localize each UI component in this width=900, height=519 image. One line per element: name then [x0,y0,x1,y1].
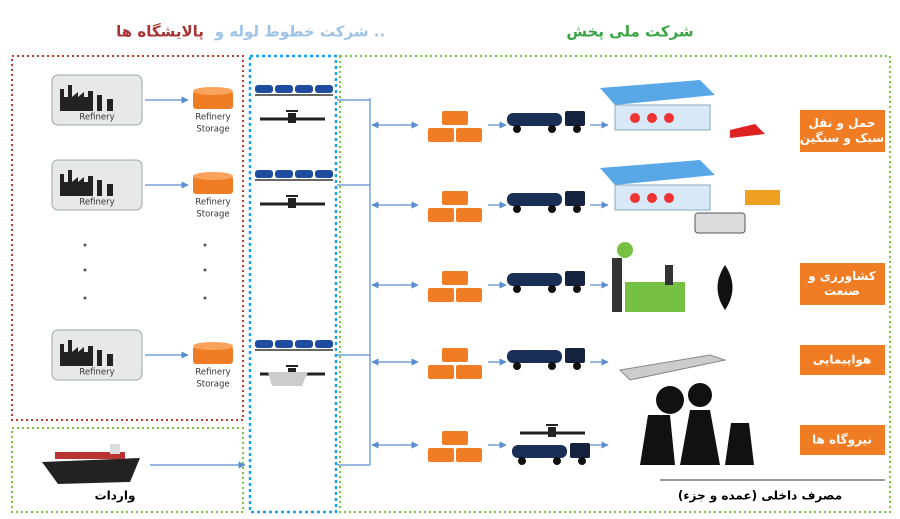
storage-tank [193,87,233,109]
pipeline [518,423,587,439]
crates [428,111,482,142]
sector-box [800,345,885,375]
storage-label: Refinery [195,198,230,208]
refinery-label: Refinery [79,368,114,378]
pipeline [258,194,327,210]
truck [507,191,585,213]
truck [507,111,585,133]
sector-box [800,263,885,305]
pipeline-box [248,54,338,514]
truck [512,443,590,465]
icons [599,79,780,465]
storage-label: Storage [196,210,229,220]
sector-rows [371,111,609,465]
imports-label: واردات [95,489,136,504]
truck [507,348,585,370]
refinery-label: Refinery [79,198,114,208]
imports-box [11,427,244,513]
refinery-label: Refinery [79,113,114,123]
crates [428,348,482,379]
refinery-rows: Refinery Refinery Storage Refinery Refinery S… [51,74,370,390]
storage-tank [193,172,233,194]
truck [507,271,585,293]
storage-label: Refinery [195,368,230,378]
header-distribution: شرکت ملی پخش [566,23,693,42]
dots [83,243,207,300]
sector-label: سبک و سنگین [800,131,884,146]
crates [428,431,482,462]
rail-tankers [254,339,334,351]
rail-tankers [254,169,334,181]
sector-label: نیروگاه ها [812,433,872,448]
crates [428,271,482,302]
sector-box [800,110,885,152]
storage-label: Storage [196,380,229,390]
header-pipelines: شرکت خطوط لوله و .. [214,23,385,41]
crates [428,191,482,222]
distribution-box [339,55,891,513]
header-refineries: پالایشگاه ها [116,23,204,42]
storage-tank [193,342,233,364]
pipeline [258,109,327,125]
sector-label: صنعت [824,284,860,298]
sector-label: هواپیمایی [813,353,872,368]
sector-label: کشاورزی و [807,269,876,284]
sector-label: حمل و نقل [808,116,875,131]
storage-label: Storage [196,125,229,135]
refinery-box [11,55,244,421]
sector-box [800,425,885,455]
storage-label: Refinery [195,113,230,123]
ship [42,444,140,484]
tanker-ship [268,372,308,386]
rail-tankers [254,84,334,96]
domestic-label: مصرف داخلی (عمده و جزء) [678,489,842,504]
